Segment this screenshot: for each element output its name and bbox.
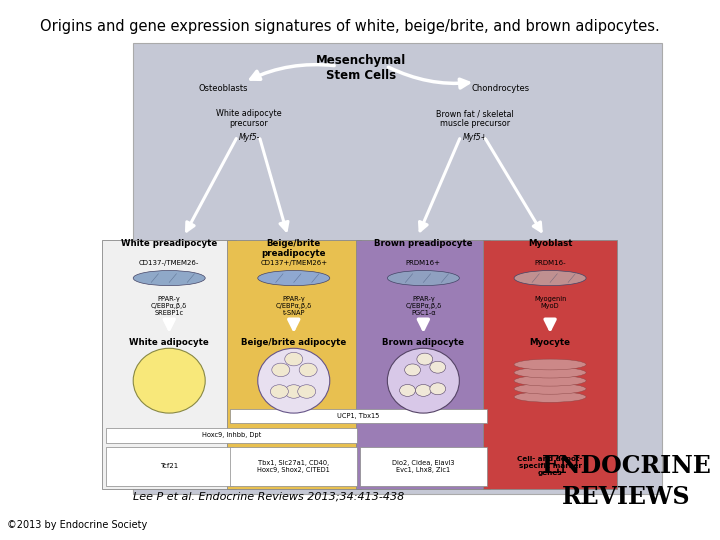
Text: Myf5-: Myf5- (238, 133, 260, 143)
FancyBboxPatch shape (230, 447, 357, 486)
Ellipse shape (430, 361, 446, 373)
Text: PRDM16-: PRDM16- (534, 260, 566, 266)
Text: CD137+/TMEM26+: CD137+/TMEM26+ (260, 260, 328, 266)
Text: CD137-/TMEM26-: CD137-/TMEM26- (139, 260, 199, 266)
Text: White preadipocyte: White preadipocyte (121, 239, 217, 248)
FancyBboxPatch shape (227, 240, 361, 489)
FancyBboxPatch shape (106, 447, 233, 486)
Text: White adipocyte
precursor: White adipocyte precursor (215, 109, 282, 129)
Text: ENDOCRINE: ENDOCRINE (541, 454, 711, 478)
Text: Osteoblasts: Osteoblasts (199, 84, 248, 93)
Ellipse shape (415, 384, 431, 396)
Text: White adipocyte: White adipocyte (130, 338, 209, 347)
Ellipse shape (300, 363, 317, 377)
Text: REVIEWS: REVIEWS (562, 485, 690, 509)
FancyBboxPatch shape (102, 240, 236, 489)
Text: Beige/brite adipocyte: Beige/brite adipocyte (241, 338, 346, 347)
Ellipse shape (514, 392, 586, 402)
Ellipse shape (258, 271, 330, 286)
Text: Brown fat / skeletal
muscle precursor: Brown fat / skeletal muscle precursor (436, 109, 514, 129)
Text: PPAR-γ
C/EBPα,β,δ
t-SNAP: PPAR-γ C/EBPα,β,δ t-SNAP (276, 296, 312, 316)
Text: Lee P et al. Endocrine Reviews 2013;34:413-438: Lee P et al. Endocrine Reviews 2013;34:4… (133, 491, 405, 501)
FancyBboxPatch shape (133, 43, 662, 494)
Ellipse shape (514, 271, 586, 286)
Text: PPAR-γ
C/EBPα,β,δ
PGC1-α: PPAR-γ C/EBPα,β,δ PGC1-α (405, 296, 441, 316)
Text: PPAR-γ
C/EBPα,β,δ
SREBP1c: PPAR-γ C/EBPα,β,δ SREBP1c (151, 296, 187, 316)
Ellipse shape (133, 348, 205, 413)
Text: Myf5+: Myf5+ (463, 133, 487, 143)
Text: Mesenchymal
Stem Cells: Mesenchymal Stem Cells (316, 54, 407, 82)
Ellipse shape (514, 359, 586, 370)
Text: Myocyte: Myocyte (530, 338, 570, 347)
Text: Dio2, Cidea, Elavl3
Evc1, Lhx8, Zic1: Dio2, Cidea, Elavl3 Evc1, Lhx8, Zic1 (392, 460, 454, 473)
Text: Myogenin
MyoD: Myogenin MyoD (534, 296, 566, 309)
Text: Brown adipocyte: Brown adipocyte (382, 338, 464, 347)
Ellipse shape (387, 271, 459, 286)
FancyBboxPatch shape (356, 240, 490, 489)
Text: ©2013 by Endocrine Society: ©2013 by Endocrine Society (7, 520, 148, 530)
Ellipse shape (387, 348, 459, 413)
Text: Cell- and depot-
specific marker
genes: Cell- and depot- specific marker genes (518, 456, 582, 476)
Text: Hoxc9, Inhbb, Dpt: Hoxc9, Inhbb, Dpt (202, 432, 261, 438)
Text: UCP1, Tbx15: UCP1, Tbx15 (338, 413, 379, 420)
Ellipse shape (514, 375, 586, 386)
FancyBboxPatch shape (106, 428, 357, 443)
Ellipse shape (514, 383, 586, 394)
Text: Tbx1, Slc27a1, CD40,
Hoxc9, Shox2, CITED1: Tbx1, Slc27a1, CD40, Hoxc9, Shox2, CITED… (257, 460, 330, 473)
Ellipse shape (298, 384, 315, 399)
Ellipse shape (258, 348, 330, 413)
Text: Beige/brite
preadipocyte: Beige/brite preadipocyte (261, 239, 326, 258)
Text: Brown preadipocyte: Brown preadipocyte (374, 239, 472, 248)
Ellipse shape (271, 363, 289, 377)
Ellipse shape (285, 353, 302, 366)
FancyBboxPatch shape (360, 447, 487, 486)
FancyBboxPatch shape (230, 409, 487, 423)
Ellipse shape (417, 353, 433, 365)
Text: Chondrocytes: Chondrocytes (472, 84, 529, 93)
Ellipse shape (405, 364, 420, 376)
Ellipse shape (430, 383, 446, 395)
Text: Origins and gene expression signatures of white, beige/brite, and brown adipocyt: Origins and gene expression signatures o… (40, 19, 660, 34)
Ellipse shape (285, 384, 302, 399)
Text: Tcf21: Tcf21 (160, 463, 179, 469)
FancyBboxPatch shape (483, 240, 617, 489)
Text: PRDM16+: PRDM16+ (406, 260, 441, 266)
Text: Myoblast: Myoblast (528, 239, 572, 248)
Ellipse shape (514, 367, 586, 378)
Ellipse shape (133, 271, 205, 286)
Ellipse shape (270, 384, 288, 399)
Ellipse shape (400, 384, 415, 396)
